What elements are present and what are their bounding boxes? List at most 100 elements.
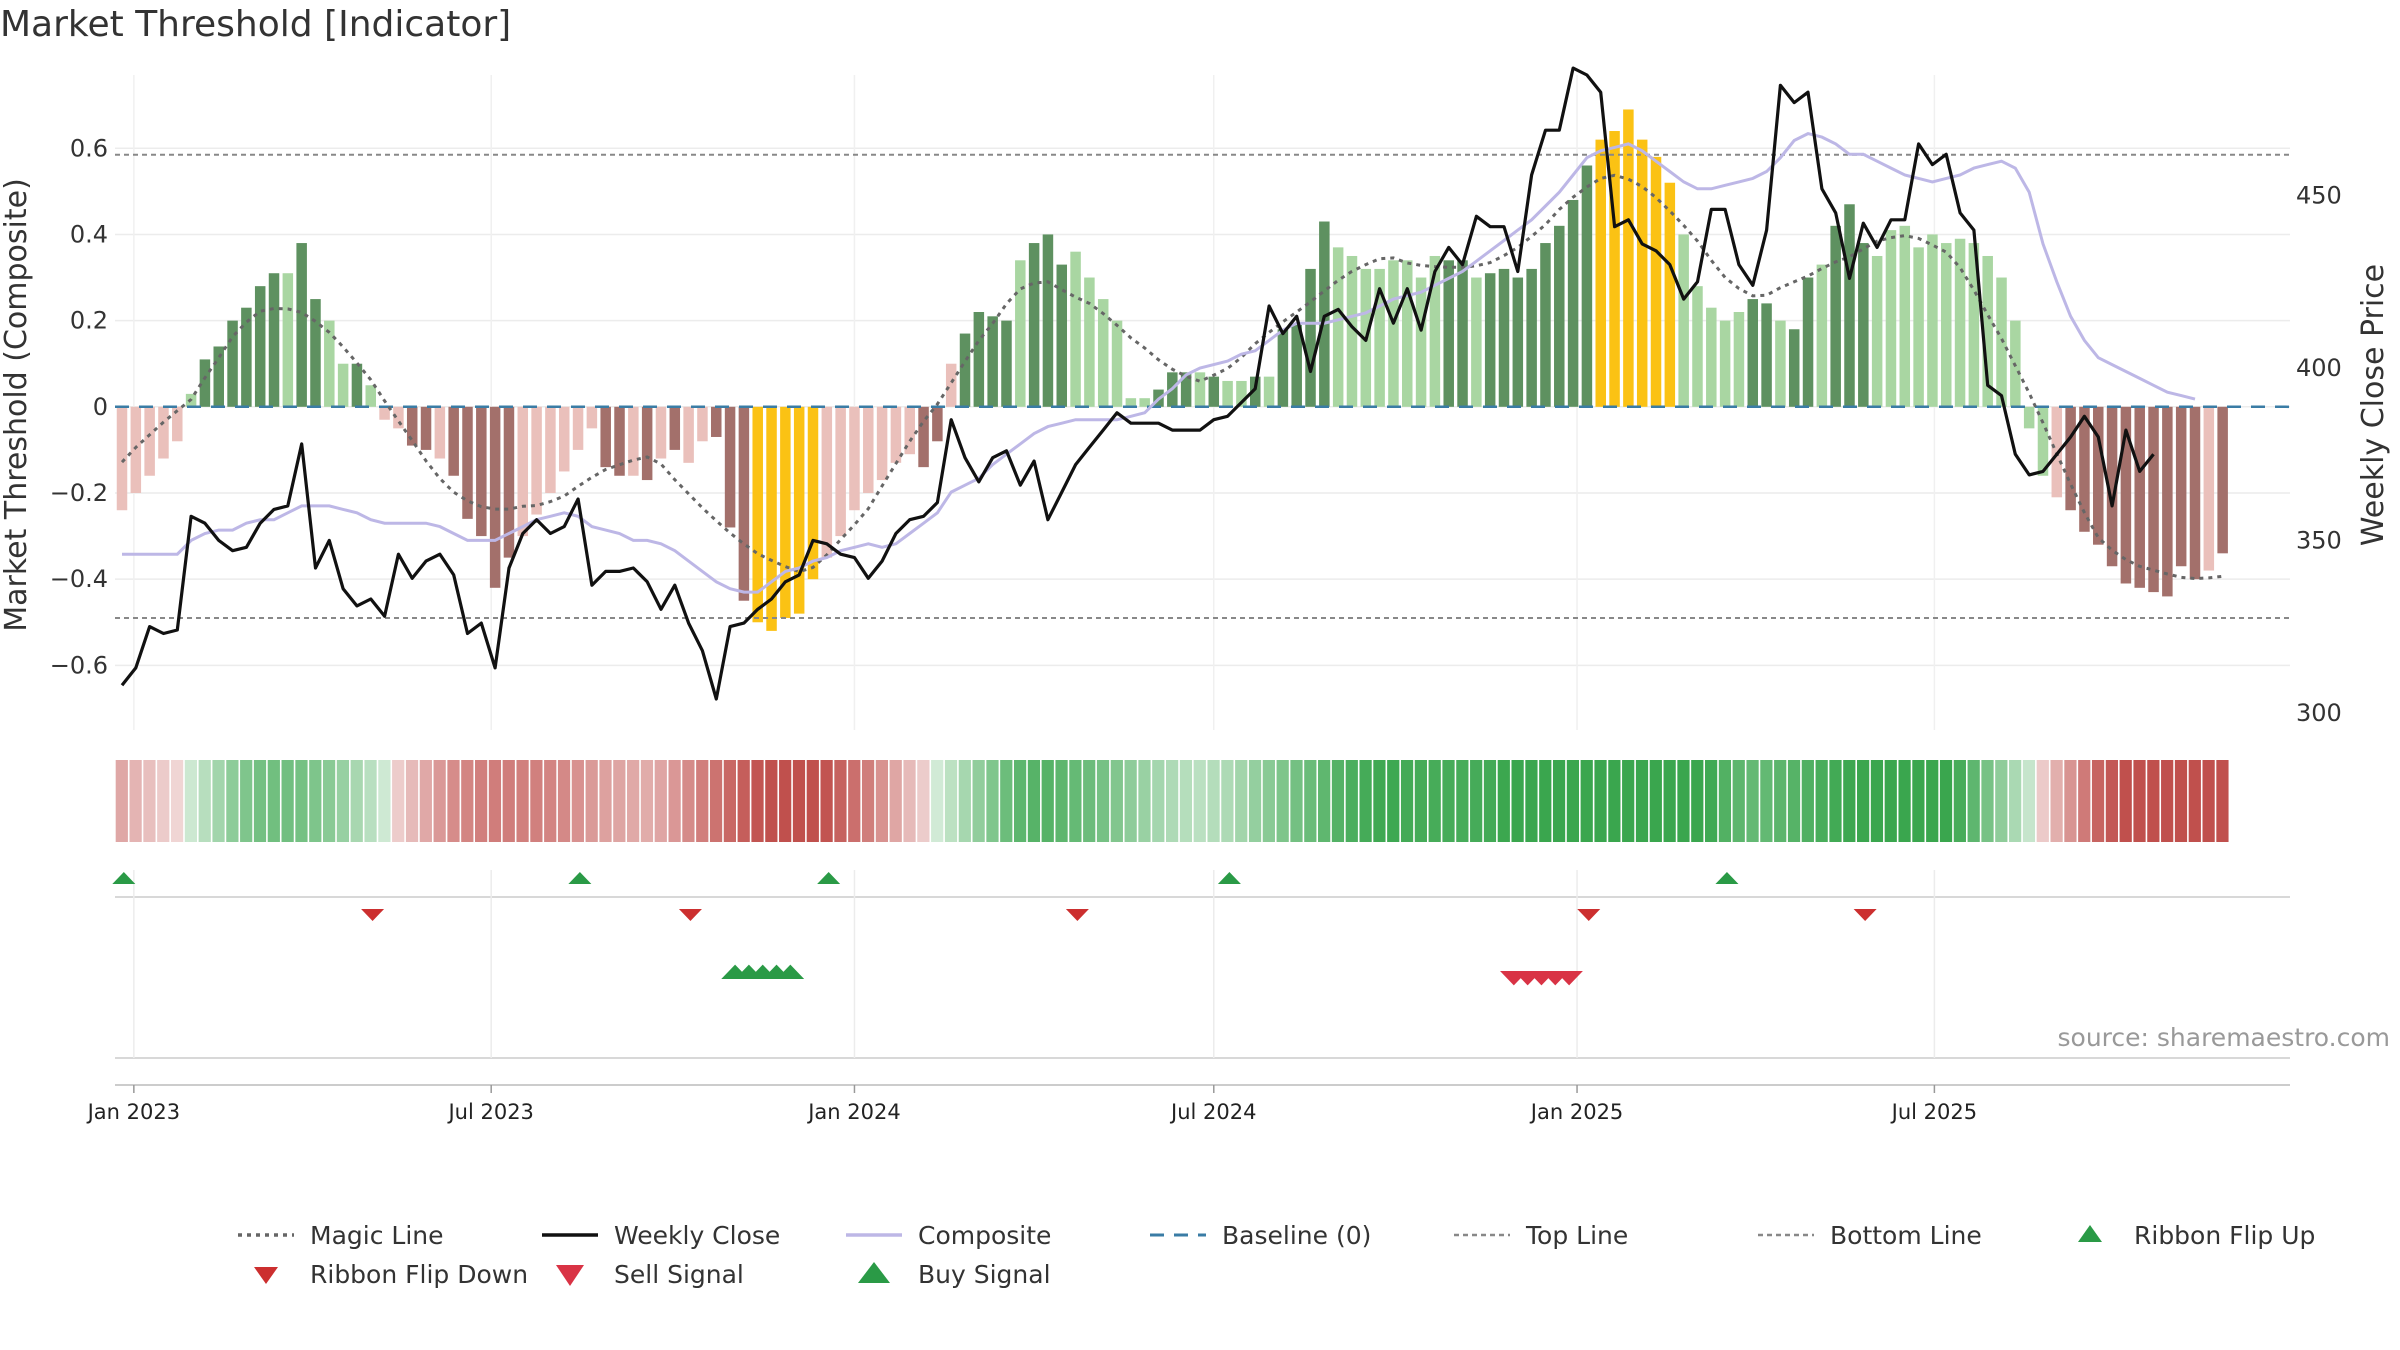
ribbon-cell: [627, 760, 640, 842]
ribbon-cell: [1884, 760, 1897, 842]
ribbon-cell: [1248, 760, 1262, 842]
legend-swatch: [2078, 1225, 2102, 1242]
legend-label: Weekly Close: [614, 1221, 780, 1250]
ribbon-cell: [875, 760, 889, 842]
composite-bar: [1581, 165, 1593, 407]
ribbon-cell: [654, 760, 667, 842]
ribbon-cell: [1428, 760, 1441, 842]
composite-bar: [1125, 398, 1137, 407]
composite-bar: [296, 243, 307, 407]
ribbon-cell: [1511, 760, 1524, 842]
composite-bar: [1899, 225, 1911, 407]
composite-bar: [738, 406, 750, 601]
composite-bar: [172, 406, 183, 442]
composite-bar: [1498, 268, 1510, 407]
composite-bar: [1194, 372, 1206, 407]
y-left-tick-label: −0.2: [50, 479, 108, 507]
composite-bar: [2162, 406, 2173, 597]
composite-bar: [2189, 406, 2201, 580]
composite-bar: [1996, 277, 2007, 407]
ribbon-cell: [2188, 760, 2201, 842]
composite-bar: [1844, 204, 1855, 407]
legend-item-ribbon-down: Ribbon Flip Down: [254, 1260, 528, 1289]
composite-bar: [1070, 251, 1081, 407]
ribbon-cell: [1801, 760, 1814, 842]
y-left-tick-label: 0.4: [70, 220, 108, 248]
ribbon-cell: [253, 760, 267, 842]
composite-bar: [2148, 406, 2159, 593]
ribbon-cell: [1981, 760, 1994, 842]
composite-bar: [227, 320, 238, 407]
ribbon-flip-down-marker: [1065, 909, 1089, 921]
legend-label: Sell Signal: [614, 1260, 744, 1289]
legend-label: Buy Signal: [918, 1260, 1051, 1289]
ribbon-cell: [198, 760, 211, 842]
composite-bar: [310, 299, 321, 407]
composite-bar: [1678, 234, 1689, 407]
ribbon-cell: [2105, 760, 2118, 842]
composite-bar: [1650, 156, 1662, 407]
x-tick-label: Jul 2024: [1169, 1100, 1256, 1124]
ribbon-cell: [1857, 760, 1870, 842]
composite-bar: [987, 316, 998, 407]
composite-bar: [2175, 406, 2187, 567]
composite-bar: [890, 406, 902, 463]
ribbon-cell: [2147, 760, 2160, 842]
ribbon-cell: [1304, 760, 1317, 842]
composite-bar: [1706, 307, 1717, 407]
magic-line: [120, 173, 2223, 581]
ribbon-cell: [1829, 760, 1842, 842]
ribbon-cell: [1359, 760, 1372, 842]
composite-bar: [476, 406, 487, 537]
ribbon-flip-down-marker: [678, 909, 702, 921]
composite-bar: [2093, 406, 2104, 545]
ribbon-cell: [1967, 760, 1980, 842]
composite-bar: [1277, 329, 1289, 407]
composite-bar: [379, 406, 390, 420]
ribbon-cell: [779, 760, 792, 842]
composite-bar: [1636, 139, 1648, 407]
ribbon-cell: [350, 760, 363, 842]
composite-bar: [1015, 260, 1026, 407]
composite-bar: [959, 333, 971, 407]
legend-swatch: [254, 1267, 278, 1284]
composite-bar: [1761, 303, 1772, 407]
ribbon-cell: [1580, 760, 1593, 842]
composite-bar: [1097, 299, 1109, 407]
composite-bar: [1567, 199, 1579, 407]
ribbon-cell: [1995, 760, 2008, 842]
composite-bar: [1236, 380, 1247, 407]
composite-bar: [1540, 243, 1551, 407]
ribbon-cell: [502, 760, 515, 842]
ribbon-cell: [1262, 760, 1275, 842]
composite-bar: [849, 406, 860, 511]
composite-bar: [1871, 255, 1883, 407]
legend-item-magic: Magic Line: [238, 1221, 444, 1250]
ribbon-cell: [322, 760, 336, 842]
composite-bar: [462, 406, 473, 519]
ribbon-cell: [1166, 760, 1179, 842]
ribbon-cell: [226, 760, 239, 842]
composite-bar: [793, 406, 805, 614]
composite-bar: [503, 406, 515, 558]
ribbon-cell: [889, 760, 902, 842]
ribbon-cell: [668, 760, 681, 842]
axes: 0.6 0.4 0.2 0 −0.2 −0.4 −0.6 450 400 350 300: [50, 134, 2342, 727]
composite-bar: [2037, 406, 2049, 476]
composite-bar: [144, 406, 155, 476]
composite-bar: [2079, 406, 2090, 532]
composite-bar: [351, 363, 363, 407]
composite-bar: [1319, 221, 1330, 407]
composite-bar: [241, 307, 252, 407]
legend-item-top: Top Line: [1454, 1221, 1628, 1250]
ribbon-cell: [1898, 760, 1911, 842]
y-right-tick-label: 450: [2296, 182, 2342, 210]
ribbon-cell: [1760, 760, 1773, 842]
ribbon-flip-down-marker: [1577, 909, 1601, 921]
ribbon-cell: [972, 760, 985, 842]
legend-label: Composite: [918, 1221, 1051, 1250]
ribbon-cell: [1000, 760, 1013, 842]
composite-bar: [1346, 255, 1358, 407]
composite-bar: [1402, 260, 1413, 407]
